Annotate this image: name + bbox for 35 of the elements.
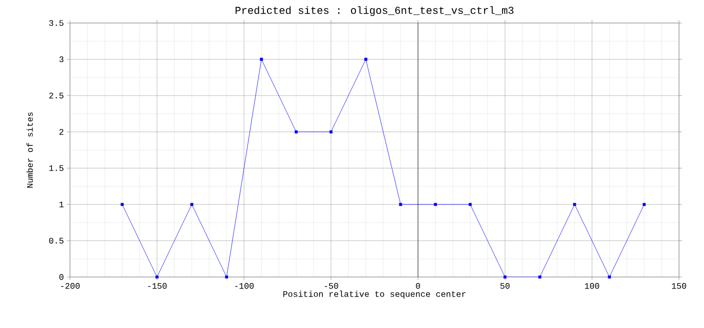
- y-tick-label: 3.5: [49, 20, 64, 26]
- y-tick-label: 1: [59, 202, 64, 208]
- point: [434, 202, 437, 206]
- x-tick-label: -200: [61, 283, 80, 289]
- point: [399, 202, 402, 206]
- y-axis-title: Number of sites: [26, 112, 33, 188]
- y-tick-label: 2: [59, 129, 64, 135]
- point: [538, 276, 542, 278]
- point: [642, 202, 646, 206]
- point: [330, 130, 333, 134]
- point: [468, 202, 472, 206]
- point: [190, 202, 194, 206]
- y-tick-label: 0: [59, 274, 64, 280]
- x-axis-title: Position relative to sequence center: [283, 290, 466, 299]
- point: [294, 130, 298, 134]
- point: [364, 58, 368, 61]
- point: [225, 276, 228, 278]
- x-tick-label: 50: [500, 283, 510, 289]
- point: [260, 58, 263, 61]
- point: [504, 276, 507, 278]
- x-tick-label: -100: [235, 283, 254, 289]
- chart-title: Predicted sites : oligos_6nt_test_vs_ctrl_m3: [236, 6, 514, 16]
- point: [156, 276, 158, 278]
- point: [608, 276, 611, 278]
- y-tick-label: 1.5: [49, 165, 64, 171]
- y-tick-label: 2.5: [49, 92, 64, 98]
- point: [573, 202, 576, 206]
- y-tick-label: 3: [59, 56, 64, 62]
- x-tick-label: -50: [324, 283, 338, 289]
- x-tick-label: 0: [416, 283, 420, 289]
- point: [120, 202, 124, 206]
- y-tick-label: 0.5: [49, 238, 64, 244]
- x-tick-label: -150: [148, 283, 167, 289]
- x-tick-label: 150: [672, 283, 686, 289]
- x-tick-label: 100: [584, 283, 600, 289]
